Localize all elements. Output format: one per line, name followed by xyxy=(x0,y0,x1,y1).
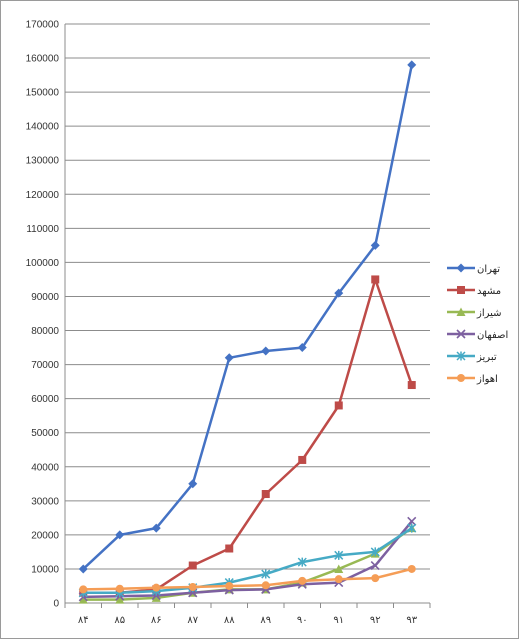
y-tick-label: 170000 xyxy=(26,20,60,31)
legend-label: اصفهان xyxy=(477,330,508,341)
data-point xyxy=(152,583,161,592)
y-tick-label: 90000 xyxy=(31,292,59,303)
y-tick-label: 20000 xyxy=(31,530,59,541)
data-point xyxy=(407,381,416,390)
data-point xyxy=(298,576,307,585)
legend-label: شیراز xyxy=(476,308,502,319)
data-point xyxy=(297,343,307,353)
y-tick-label: 140000 xyxy=(26,122,60,133)
data-point xyxy=(115,530,125,540)
y-tick-label: 100000 xyxy=(26,258,60,269)
y-tick-label: 30000 xyxy=(31,496,59,507)
data-point xyxy=(334,401,343,410)
x-tick-label: ۸۴ xyxy=(78,615,89,626)
y-tick-label: 50000 xyxy=(31,428,59,439)
data-point xyxy=(407,523,417,533)
series-line-1 xyxy=(83,278,413,595)
series-line-3 xyxy=(83,520,413,599)
data-point xyxy=(188,479,198,489)
y-tick-label: 70000 xyxy=(31,360,59,371)
data-point xyxy=(78,595,88,604)
data-point xyxy=(298,455,307,464)
data-point xyxy=(370,547,380,557)
x-tick-label: ۹۳ xyxy=(406,615,417,626)
legend-marker xyxy=(457,286,465,294)
series-line-0 xyxy=(82,64,414,570)
legend-marker xyxy=(456,351,466,361)
x-tick-label: ۸۸ xyxy=(224,615,235,626)
y-tick-label: 160000 xyxy=(26,54,60,65)
data-point xyxy=(334,575,343,584)
data-point xyxy=(225,581,234,590)
data-point xyxy=(407,516,417,526)
data-point xyxy=(370,560,380,571)
data-point xyxy=(407,564,416,573)
x-tick-label: ۸۷ xyxy=(187,615,198,626)
data-point xyxy=(151,593,161,602)
y-tick-label: 60000 xyxy=(31,394,59,405)
y-tick-label: 40000 xyxy=(31,462,59,473)
legend-marker xyxy=(456,329,466,339)
data-point xyxy=(261,346,271,356)
data-point xyxy=(261,569,271,579)
data-point xyxy=(297,557,307,567)
series-line-4 xyxy=(83,527,413,595)
data-point xyxy=(225,544,234,553)
x-tick-label: ۸۶ xyxy=(151,615,162,626)
x-tick-label: ۸۵ xyxy=(114,615,125,626)
y-tick-label: 110000 xyxy=(26,224,59,235)
legend-marker xyxy=(456,307,466,316)
data-point xyxy=(115,595,125,604)
data-point xyxy=(224,353,234,363)
data-point xyxy=(188,561,197,570)
x-tick-label: ۹۰ xyxy=(297,615,308,626)
data-point xyxy=(188,582,197,591)
y-tick-label: 10000 xyxy=(31,564,59,575)
data-point xyxy=(261,490,270,499)
data-point xyxy=(151,523,161,533)
y-tick-label: 120000 xyxy=(26,190,60,201)
data-point xyxy=(78,564,88,574)
data-point xyxy=(79,585,88,594)
legend-label: مشهد xyxy=(477,286,501,297)
legend-marker xyxy=(456,263,466,273)
series-line-5 xyxy=(83,567,413,591)
data-point xyxy=(115,584,124,593)
data-point xyxy=(334,564,344,573)
data-point xyxy=(371,275,380,284)
x-tick-label: ۹۱ xyxy=(333,615,344,626)
data-point xyxy=(371,574,380,583)
data-point xyxy=(370,240,380,250)
y-tick-label: 80000 xyxy=(31,326,59,337)
data-point xyxy=(334,550,344,560)
data-point xyxy=(407,60,417,70)
y-tick-label: 130000 xyxy=(26,156,60,167)
x-tick-label: ۸۹ xyxy=(260,615,271,626)
y-tick-label: 150000 xyxy=(26,88,60,99)
legend-label: اهواز xyxy=(476,374,498,385)
legend-label: تبریز xyxy=(476,352,497,363)
x-tick-label: ۹۲ xyxy=(370,615,381,626)
data-point xyxy=(334,288,344,298)
data-point xyxy=(261,581,270,590)
legend-marker xyxy=(457,374,465,382)
y-tick-label: 0 xyxy=(53,599,59,610)
legend-label: تهران xyxy=(477,264,500,275)
